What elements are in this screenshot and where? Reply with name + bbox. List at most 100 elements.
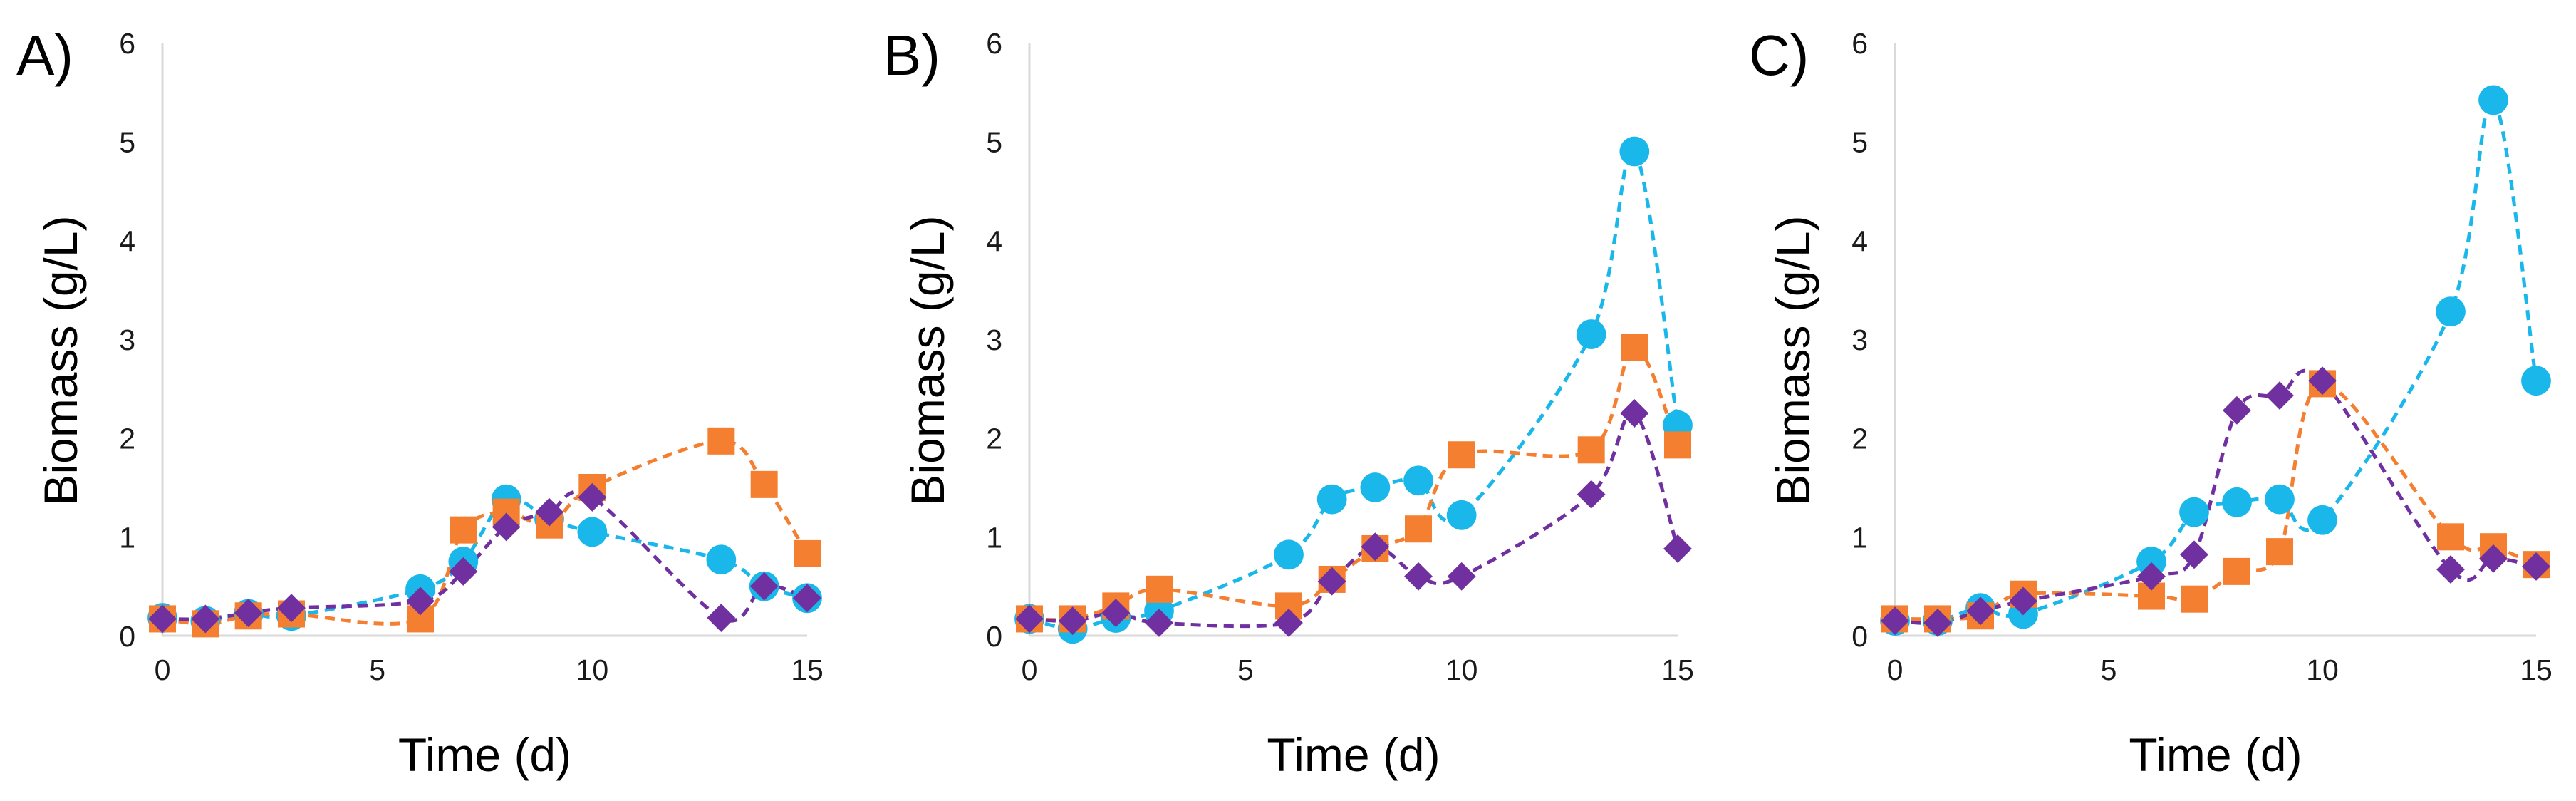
y-tick-label: 0	[986, 620, 1002, 653]
data-point-circle	[2179, 497, 2209, 527]
data-point-circle	[2478, 85, 2508, 115]
data-point-diamond	[1274, 609, 1303, 637]
data-point-square	[2223, 557, 2250, 585]
y-tick-label: 0	[119, 620, 135, 653]
data-point-circle	[577, 517, 608, 547]
data-point-circle	[2136, 547, 2166, 577]
x-tick-label: 5	[369, 653, 385, 686]
data-point-square	[1448, 441, 1475, 469]
data-point-diamond	[1101, 599, 1131, 628]
y-tick-label: 5	[986, 126, 1002, 159]
x-axis-title: Time (d)	[2129, 728, 2302, 781]
data-point-diamond	[2180, 540, 2208, 569]
data-point-diamond	[234, 599, 263, 628]
data-point-diamond	[1317, 567, 1346, 596]
data-point-square	[1405, 515, 1432, 543]
y-tick-label: 4	[119, 224, 135, 257]
data-point-diamond	[2436, 555, 2465, 584]
data-point-square	[750, 470, 778, 498]
data-point-diamond	[2308, 366, 2337, 396]
data-point-circle	[2307, 505, 2337, 535]
data-point-circle	[1403, 465, 1433, 496]
x-tick-label: 15	[1661, 653, 1694, 686]
data-point-diamond	[749, 572, 779, 601]
x-axis-title: Time (d)	[398, 728, 571, 781]
panel-label: A)	[16, 24, 73, 87]
data-point-diamond	[406, 586, 435, 616]
y-tick-label: 6	[119, 27, 135, 60]
x-axis-title: Time (d)	[1267, 728, 1440, 781]
data-point-diamond	[1923, 609, 1952, 637]
data-point-circle	[2265, 484, 2295, 515]
data-point-diamond	[1447, 562, 1476, 591]
x-tick-label: 15	[2520, 653, 2552, 686]
data-point-square	[450, 516, 477, 544]
y-tick-label: 1	[986, 521, 1002, 554]
data-point-diamond	[492, 512, 521, 542]
y-tick-label: 0	[1852, 620, 1868, 653]
data-point-square	[2181, 585, 2208, 613]
y-tick-label: 4	[1852, 224, 1868, 257]
data-point-square	[1621, 334, 1648, 361]
y-tick-label: 6	[1852, 27, 1868, 60]
data-point-diamond	[1620, 399, 1649, 428]
x-tick-label: 0	[1887, 653, 1904, 686]
series-line-square	[162, 439, 809, 626]
x-tick-label: 5	[1237, 653, 1254, 686]
x-tick-label: 15	[791, 653, 824, 686]
panel-label: C)	[1749, 24, 1809, 87]
data-point-diamond	[707, 604, 736, 632]
data-point-circle	[2521, 366, 2551, 396]
data-point-diamond	[449, 557, 478, 586]
data-point-diamond	[2479, 544, 2508, 573]
data-point-circle	[2222, 487, 2252, 517]
data-point-square	[2437, 523, 2464, 551]
data-point-diamond	[793, 584, 821, 613]
data-point-diamond	[2265, 381, 2294, 410]
data-point-diamond	[1404, 562, 1433, 591]
data-point-square	[1577, 436, 1605, 464]
x-tick-label: 10	[576, 653, 609, 686]
data-point-square	[1146, 575, 1173, 603]
data-point-diamond	[2009, 586, 2037, 616]
chart-panel-2: 0 1 2 3 4 5 6 0 5 10 15 Time (d) Biomass (g/L) B)	[883, 24, 1694, 781]
y-tick-label: 4	[986, 224, 1002, 257]
data-point-diamond	[191, 604, 220, 634]
data-point-diamond	[1145, 609, 1173, 637]
series-line-square	[1029, 345, 1680, 622]
y-tick-label: 3	[1852, 324, 1868, 356]
data-point-square	[794, 539, 821, 567]
data-point-diamond	[2223, 396, 2251, 425]
y-tick-label: 1	[119, 521, 135, 554]
data-point-diamond	[1663, 534, 1692, 563]
y-tick-label: 5	[119, 126, 135, 159]
series-line-circle	[1029, 148, 1680, 631]
data-point-diamond	[148, 604, 177, 634]
y-axis-title: Biomass (g/L)	[1767, 215, 1819, 505]
y-tick-label: 2	[1852, 423, 1868, 455]
data-point-circle	[1316, 484, 1347, 515]
data-point-diamond	[1577, 480, 1606, 509]
y-axis-title: Biomass (g/L)	[901, 215, 954, 505]
data-point-square	[2266, 538, 2293, 566]
data-point-circle	[706, 544, 737, 575]
data-point-square	[1664, 431, 1691, 459]
data-point-circle	[2436, 296, 2466, 327]
x-tick-label: 10	[1445, 653, 1478, 686]
data-point-diamond	[578, 482, 607, 512]
data-point-diamond	[535, 497, 564, 527]
y-tick-label: 5	[1852, 126, 1868, 159]
y-axis-title: Biomass (g/L)	[34, 215, 87, 505]
data-point-circle	[1274, 539, 1304, 570]
data-point-diamond	[1966, 596, 1995, 626]
y-tick-label: 6	[986, 27, 1002, 60]
data-point-diamond	[1881, 606, 1909, 636]
chart-panel-1: 0 1 2 3 4 5 6 0 5 10 15 Time (d) Biomass (g/L) A)	[16, 24, 824, 781]
data-point-diamond	[2522, 552, 2550, 581]
data-point-square	[707, 427, 735, 455]
data-point-circle	[1619, 136, 1650, 167]
data-point-diamond	[1015, 604, 1044, 634]
data-point-circle	[1360, 472, 1391, 502]
x-tick-label: 5	[2101, 653, 2117, 686]
